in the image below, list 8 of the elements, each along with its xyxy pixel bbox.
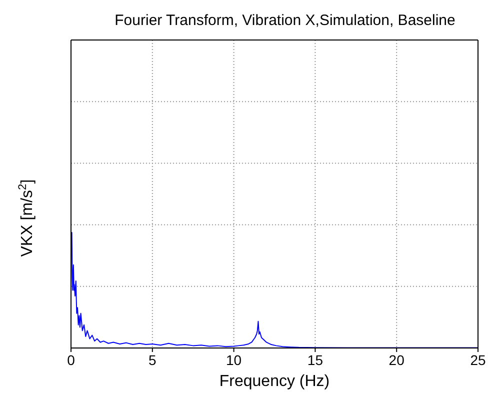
x-tick-label: 25 [470, 352, 486, 368]
x-axis-title: Frequency (Hz) [219, 373, 330, 390]
chart-title: Fourier Transform, Vibration X,Simulation, Baseline [114, 12, 456, 29]
x-tick-label: 5 [148, 352, 156, 368]
x-tick-label: 15 [307, 352, 324, 368]
x-tick-label: 20 [388, 352, 405, 368]
x-tick-label: 10 [226, 352, 242, 368]
x-tick-label: 0 [67, 352, 76, 368]
